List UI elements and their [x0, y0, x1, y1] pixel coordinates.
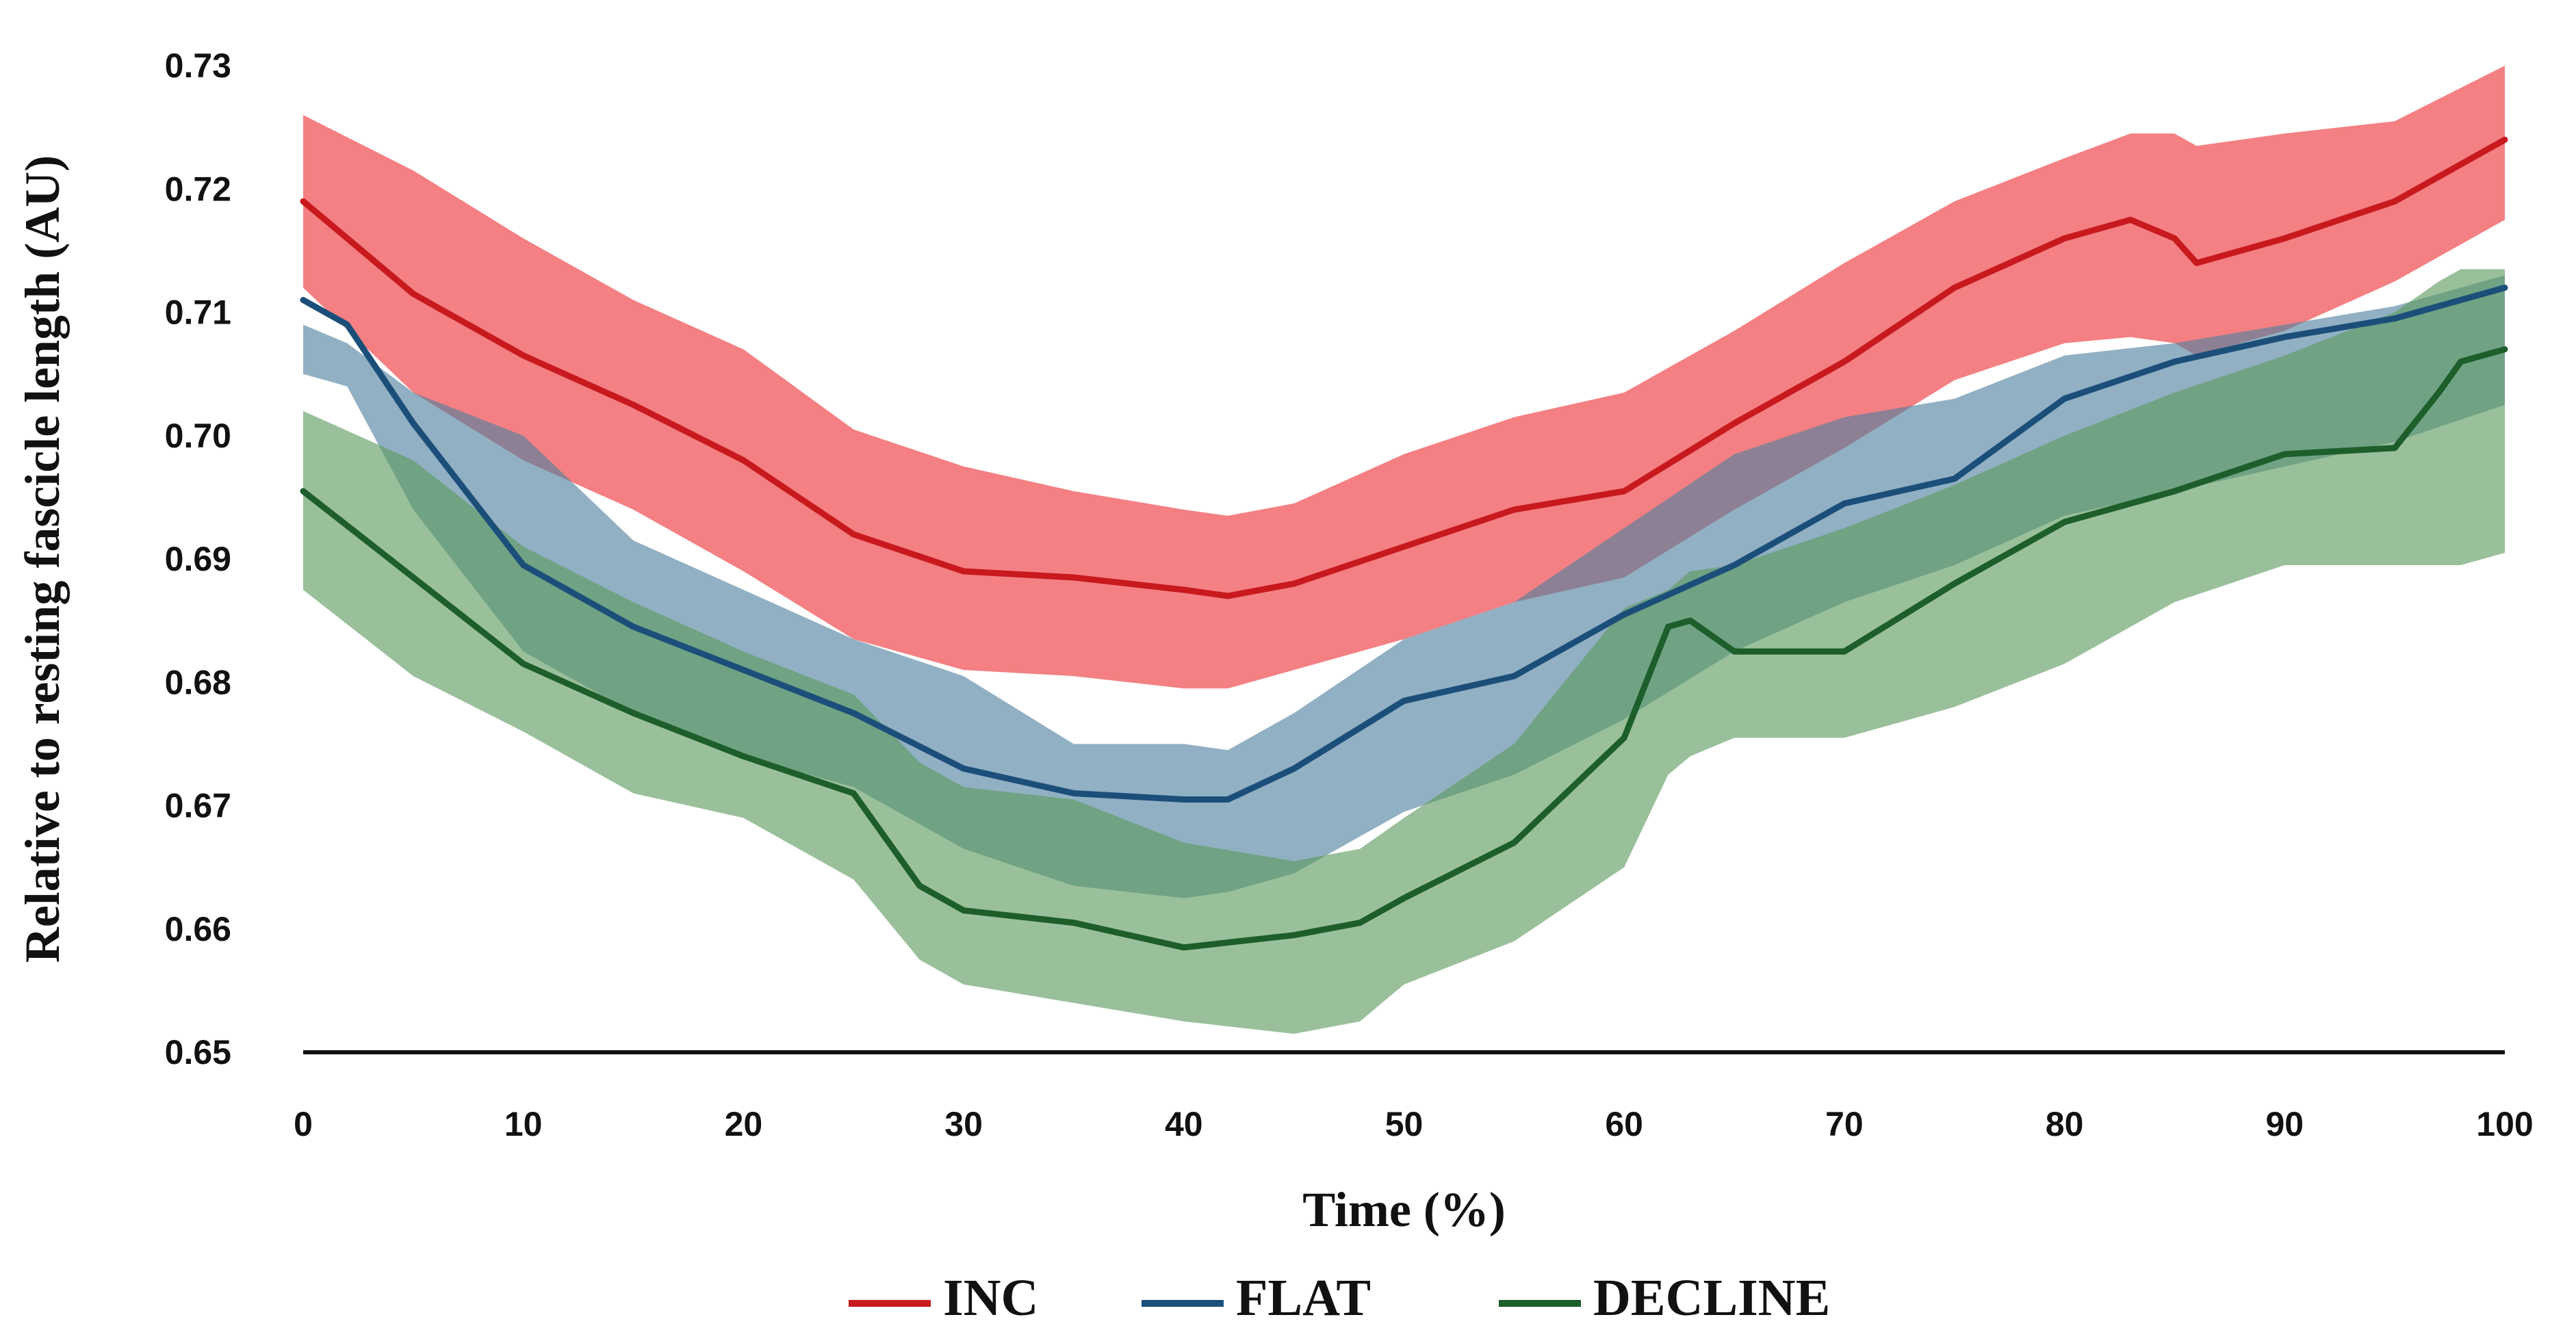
y-tick-label: 0.65 [165, 1033, 231, 1071]
y-tick-labels: 0.65 0.66 0.67 0.68 0.69 0.70 0.71 0.72 0.73 [165, 47, 231, 1071]
x-tick-label: 20 [725, 1105, 763, 1143]
y-tick-label: 0.73 [165, 47, 231, 85]
legend-label-flat: FLAT [1236, 1269, 1371, 1327]
y-tick-label: 0.69 [165, 540, 231, 578]
flat-line [300, 285, 2508, 803]
y-tick-label: 0.67 [165, 787, 231, 825]
x-tick-label: 70 [1825, 1105, 1864, 1143]
y-tick-label: 0.72 [165, 170, 231, 208]
y-tick-label: 0.70 [165, 417, 231, 455]
x-tick-label: 60 [1605, 1105, 1643, 1143]
legend: INC FLAT DECLINE [849, 1269, 1830, 1327]
legend-label-inc: INC [943, 1269, 1038, 1327]
x-tick-label: 40 [1165, 1105, 1203, 1143]
legend-label-decline: DECLINE [1593, 1269, 1830, 1327]
y-tick-label: 0.68 [165, 663, 231, 701]
x-tick-label: 100 [2476, 1105, 2533, 1143]
y-tick-label: 0.66 [165, 910, 231, 948]
y-axis-title: Relative to resting fascicle length (AU) [15, 155, 70, 963]
x-tick-label: 80 [2046, 1105, 2084, 1143]
y-tick-label: 0.71 [165, 294, 231, 332]
x-tick-label: 90 [2265, 1105, 2304, 1143]
series-lines [300, 136, 2508, 951]
x-tick-label: 50 [1385, 1105, 1424, 1143]
x-tick-label: 10 [504, 1105, 543, 1143]
x-tick-label: 0 [294, 1105, 313, 1143]
x-axis-title: Time (%) [1302, 1182, 1506, 1237]
inc-line [300, 136, 2508, 599]
x-tick-label: 30 [944, 1105, 983, 1143]
decline-line [300, 346, 2508, 951]
x-tick-labels: 0 10 20 30 40 50 60 70 80 90 100 [294, 1105, 2534, 1143]
decline-band [303, 269, 2505, 1034]
